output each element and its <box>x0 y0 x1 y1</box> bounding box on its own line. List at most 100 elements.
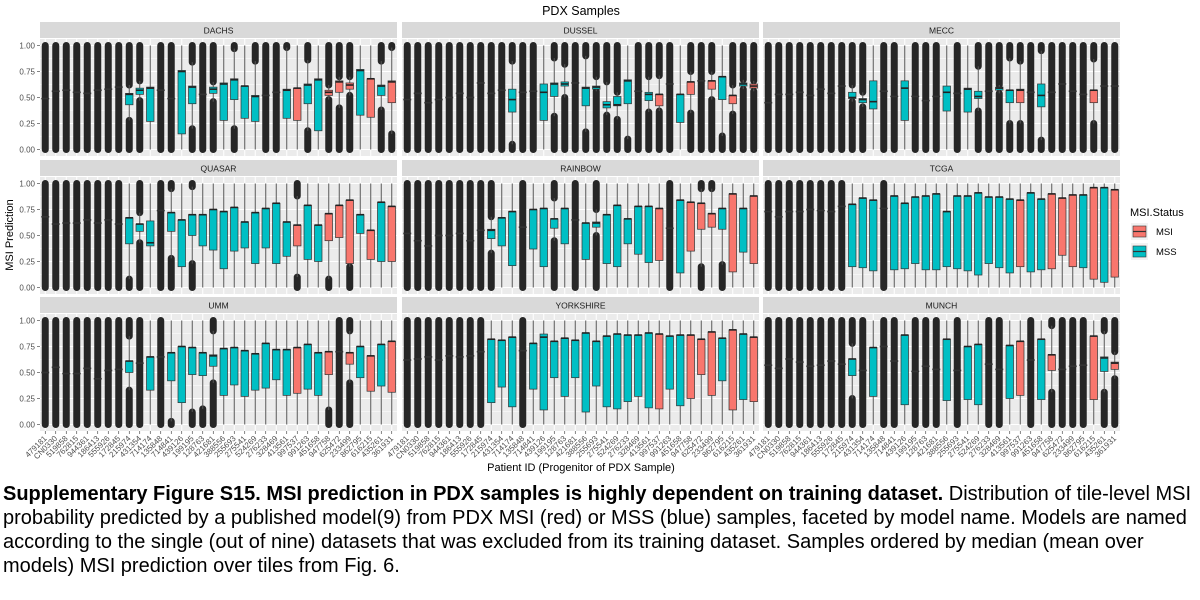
box-439126 <box>539 83 548 121</box>
box-991263 <box>303 344 312 390</box>
y-tick-label: 1.00 <box>19 42 35 51</box>
facet-strip-label: UMM <box>208 301 228 311</box>
y-tick-label: 0.75 <box>19 343 35 352</box>
box-435261 <box>377 201 386 262</box>
box-439126 <box>900 334 909 406</box>
box-276233 <box>984 196 993 264</box>
box-233499 <box>345 352 354 365</box>
box-215974 <box>125 92 134 106</box>
box-625472 <box>697 338 706 375</box>
box-947758 <box>324 213 333 242</box>
box-388556 <box>942 85 951 112</box>
box-524269 <box>613 96 622 107</box>
box-997537 <box>293 87 302 121</box>
box-862795 <box>356 69 365 116</box>
box-421681 <box>571 339 580 379</box>
facet-strip-label: YORKSHIRE <box>555 301 605 311</box>
panel-quasar: QUASAR 0.00 0.25 0.50 0.75 1.00 <box>19 160 397 294</box>
facet-strip-label: MUNCH <box>926 301 958 311</box>
box-413561 <box>282 349 291 396</box>
box-524269 <box>974 90 983 99</box>
legend: MSI.Status MSI MSS <box>1130 207 1184 260</box>
panel-dachs: DACHS 0.00 0.25 0.50 0.75 1.00 <box>19 22 397 156</box>
box-714174 <box>508 336 517 408</box>
box-625472 <box>697 202 706 230</box>
facet-strip <box>402 297 759 313</box>
facet-strip <box>763 160 1120 176</box>
box-328469 <box>995 196 1004 269</box>
box-714841 <box>167 212 176 232</box>
box-275541 <box>963 346 972 400</box>
box-361931 <box>387 80 396 104</box>
box-413561 <box>1005 198 1014 274</box>
box-451658 <box>1037 338 1046 400</box>
facet-strip-label: RAINBOW <box>560 164 601 174</box>
box-616215 <box>366 229 375 260</box>
facet-strip-label: QUASAR <box>201 164 237 174</box>
box-439126 <box>177 219 186 268</box>
box-233499 <box>707 213 716 228</box>
legend-title: MSI.Status <box>1130 207 1184 219</box>
box-947758 <box>1047 354 1056 371</box>
box-215974 <box>487 338 496 404</box>
box-361931 <box>1110 361 1119 370</box>
box-431354 <box>135 87 144 95</box>
facet-strip <box>40 22 397 38</box>
box-714174 <box>869 199 878 272</box>
panel-mecc: MECC <box>763 22 1120 156</box>
facet-strip <box>763 22 1120 38</box>
box-431354 <box>135 223 144 232</box>
box-625472 <box>1058 197 1067 256</box>
box-616215 <box>366 78 375 118</box>
box-991263 <box>1026 192 1035 273</box>
box-714841 <box>167 352 176 382</box>
box-435261 <box>377 84 386 96</box>
box-233499 <box>707 80 716 90</box>
box-439126 <box>900 80 909 121</box>
box-275541 <box>602 335 611 408</box>
box-947758 <box>324 351 333 375</box>
box-388556 <box>219 211 228 270</box>
facet-strip-label: DUSSEL <box>563 26 597 36</box>
box-255693 <box>230 207 239 252</box>
box-714174 <box>869 347 878 397</box>
box-388556 <box>942 211 951 268</box>
box-439126 <box>539 208 548 268</box>
box-388556 <box>219 82 228 121</box>
y-tick-label: 1.00 <box>19 180 35 189</box>
box-413561 <box>282 221 291 257</box>
box-714174 <box>869 80 878 110</box>
box-439126 <box>539 333 548 411</box>
box-413561 <box>1005 89 1014 104</box>
box-215974 <box>125 217 134 245</box>
box-947758 <box>686 81 695 95</box>
box-997537 <box>655 208 664 261</box>
faceted-boxplot-chart: PDX Samples MSI Prediction Patient ID (P… <box>4 4 1184 474</box>
box-451658 <box>676 199 685 274</box>
facet-strip-label: MECC <box>929 26 954 36</box>
box-275541 <box>963 195 972 272</box>
box-991263 <box>303 204 312 260</box>
box-413561 <box>644 91 653 101</box>
box-361931 <box>387 206 396 262</box>
box-275541 <box>240 350 249 397</box>
box-862795 <box>356 346 365 379</box>
y-tick-label: 0.75 <box>19 206 35 215</box>
box-215974 <box>848 203 857 268</box>
facet-strip <box>402 160 759 176</box>
box-625472 <box>335 204 344 238</box>
box-388556 <box>219 348 228 396</box>
facet-strip-label: TCGA <box>930 164 954 174</box>
box-435261 <box>1100 356 1109 372</box>
box-361931 <box>1110 189 1119 278</box>
box-616215 <box>728 329 737 411</box>
box-199195 <box>188 347 197 375</box>
box-255693 <box>953 195 962 270</box>
box-435261 <box>377 344 386 387</box>
box-276233 <box>261 343 270 389</box>
box-421681 <box>209 86 218 94</box>
box-413561 <box>1005 345 1014 399</box>
box-714841 <box>529 343 538 390</box>
box-255693 <box>592 221 601 228</box>
box-451658 <box>1037 198 1046 271</box>
